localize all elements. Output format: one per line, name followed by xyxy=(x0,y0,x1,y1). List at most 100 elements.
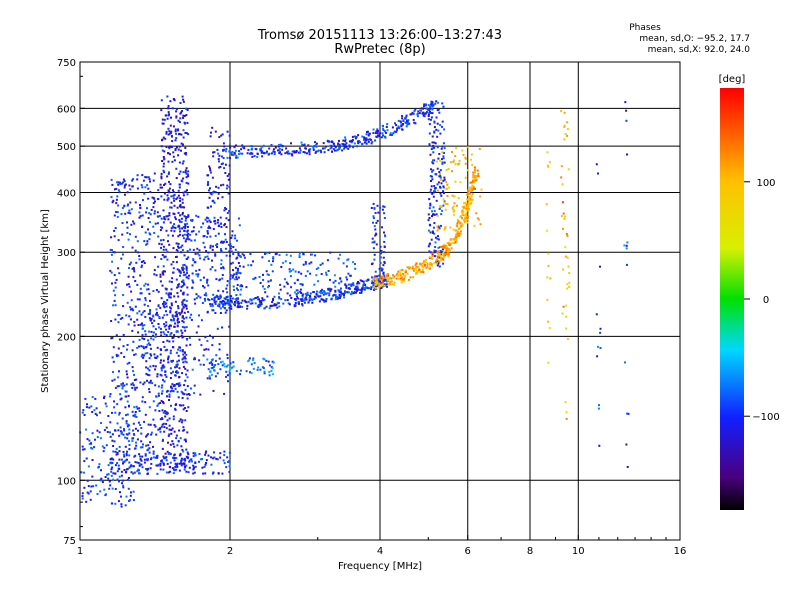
data-point xyxy=(445,247,448,250)
data-point xyxy=(206,235,209,238)
data-point xyxy=(458,232,461,235)
data-point xyxy=(451,206,454,209)
data-point xyxy=(376,280,379,283)
data-point xyxy=(339,297,341,300)
data-point xyxy=(104,476,107,478)
data-point xyxy=(122,461,125,464)
data-point xyxy=(218,136,221,139)
data-point xyxy=(374,285,377,288)
data-point xyxy=(237,271,240,274)
data-point xyxy=(175,371,177,373)
data-point xyxy=(162,402,165,405)
data-point xyxy=(116,462,119,464)
data-point xyxy=(171,234,174,237)
data-point xyxy=(245,370,248,373)
data-point xyxy=(119,393,122,396)
data-point xyxy=(173,384,176,387)
data-point xyxy=(186,257,188,260)
data-point xyxy=(185,300,188,302)
data-point xyxy=(185,316,188,319)
data-point xyxy=(400,125,403,128)
data-point xyxy=(118,385,121,388)
data-point xyxy=(249,371,251,374)
data-point xyxy=(222,157,225,159)
data-point xyxy=(167,133,170,136)
data-point xyxy=(183,351,186,354)
data-point xyxy=(326,292,329,295)
data-point xyxy=(146,367,149,370)
data-point xyxy=(167,234,170,237)
data-point xyxy=(414,267,417,270)
data-point xyxy=(161,461,164,464)
data-point xyxy=(464,217,467,220)
data-point xyxy=(235,294,238,297)
data-point xyxy=(370,288,373,291)
data-point xyxy=(172,340,175,343)
data-point xyxy=(433,130,436,133)
data-point xyxy=(299,288,302,291)
data-point xyxy=(444,208,447,211)
data-point xyxy=(225,148,228,151)
data-point xyxy=(265,151,268,154)
data-point xyxy=(227,300,230,303)
data-point xyxy=(139,424,142,426)
data-point xyxy=(178,233,181,236)
data-point xyxy=(207,454,210,457)
data-point xyxy=(140,261,143,263)
data-point xyxy=(340,287,342,290)
data-point xyxy=(328,287,331,290)
data-point xyxy=(143,310,146,313)
chart-title: Tromsø 20151113 13:26:00–13:27:43 xyxy=(257,28,502,43)
data-point xyxy=(261,297,264,300)
data-point xyxy=(623,244,626,247)
data-point xyxy=(168,465,171,468)
data-point xyxy=(352,284,355,287)
data-point xyxy=(330,297,333,300)
data-point xyxy=(315,292,318,295)
data-point xyxy=(564,133,567,135)
data-point xyxy=(155,433,158,436)
data-point xyxy=(315,274,318,277)
data-point xyxy=(400,277,402,280)
data-point xyxy=(222,300,224,302)
data-point xyxy=(185,361,188,364)
data-point xyxy=(176,319,179,322)
data-point xyxy=(171,383,174,386)
data-point xyxy=(185,152,187,154)
data-point xyxy=(150,433,153,436)
data-point xyxy=(179,437,182,440)
data-point xyxy=(302,144,305,147)
data-point xyxy=(146,242,149,245)
data-point xyxy=(344,291,346,294)
data-point xyxy=(464,176,467,179)
data-point xyxy=(236,156,239,159)
data-point xyxy=(416,113,419,116)
data-point xyxy=(379,206,382,209)
data-point xyxy=(116,478,119,481)
data-point xyxy=(169,206,172,209)
data-point xyxy=(314,151,317,154)
data-point xyxy=(182,206,185,209)
data-point xyxy=(161,254,164,257)
data-point xyxy=(259,301,262,304)
data-point xyxy=(374,281,377,284)
data-point xyxy=(294,304,297,307)
data-point xyxy=(363,288,366,291)
data-point xyxy=(180,421,183,424)
data-point xyxy=(262,285,264,288)
data-point xyxy=(91,475,94,478)
data-point xyxy=(384,284,387,287)
data-point xyxy=(109,421,112,424)
data-point xyxy=(172,456,175,459)
data-point xyxy=(142,347,145,350)
data-point xyxy=(80,471,83,474)
data-point xyxy=(127,394,130,397)
data-point xyxy=(190,387,192,390)
data-point xyxy=(421,268,424,271)
data-point xyxy=(208,375,211,378)
data-point xyxy=(177,371,179,374)
data-point xyxy=(249,252,252,255)
data-point xyxy=(197,215,200,218)
data-point xyxy=(435,116,438,119)
data-point xyxy=(116,215,119,218)
